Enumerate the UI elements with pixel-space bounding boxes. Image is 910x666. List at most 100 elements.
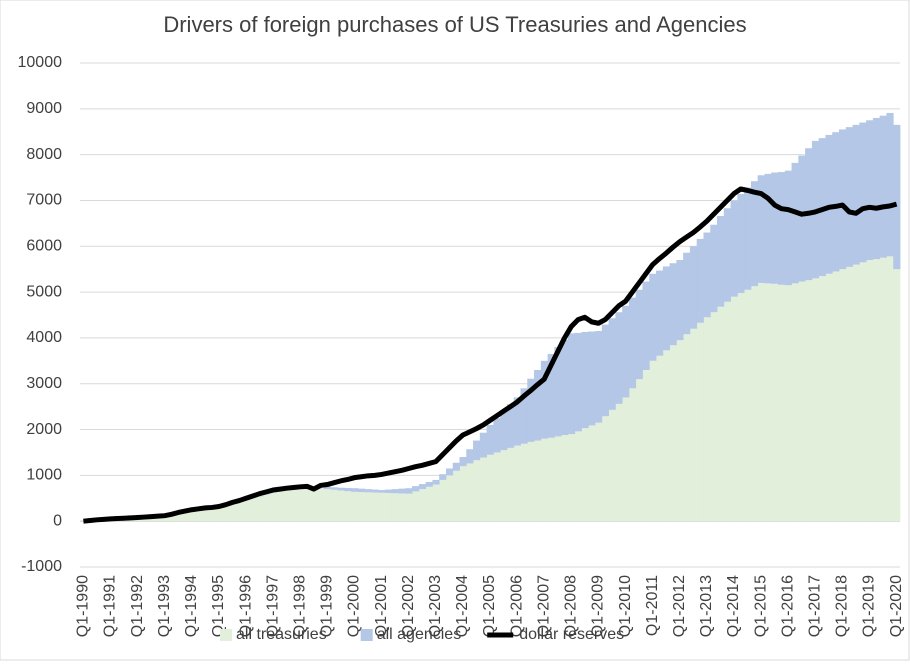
bar (880, 258, 887, 521)
bar (473, 460, 480, 521)
bar (338, 490, 345, 521)
bar (785, 171, 792, 286)
x-tick-label: Q1-2014 (725, 575, 742, 637)
bar (751, 181, 758, 286)
bar (202, 509, 209, 521)
bar (656, 271, 663, 356)
y-tick-label: 5000 (26, 283, 62, 300)
bar (805, 280, 812, 521)
y-tick-label: 0 (53, 512, 62, 529)
x-tick-label: Q1-1990 (75, 575, 92, 637)
x-tick-label: Q1-1995 (210, 575, 227, 637)
bar (554, 436, 561, 521)
bar (412, 491, 419, 521)
bar (466, 449, 473, 463)
bar (663, 266, 670, 350)
bar (792, 163, 799, 284)
bar (710, 312, 717, 521)
bar (636, 379, 643, 521)
bar (297, 488, 304, 521)
bar (392, 493, 399, 521)
bar (812, 278, 819, 521)
bar (249, 498, 256, 521)
bar (609, 410, 616, 521)
bar (764, 283, 771, 521)
bar (642, 370, 649, 521)
bar (473, 441, 480, 461)
bar (324, 489, 331, 521)
bar (690, 329, 697, 521)
bar (310, 489, 317, 522)
bar (520, 444, 527, 521)
bar (703, 233, 710, 318)
bar (344, 491, 351, 521)
x-tick-label: Q1-1992 (129, 575, 146, 637)
bar (432, 485, 439, 522)
bar (853, 265, 860, 522)
bar (792, 283, 799, 521)
x-tick-label: Q1-2013 (698, 575, 715, 637)
bar (771, 173, 778, 284)
bar (819, 276, 826, 521)
bar (825, 274, 832, 521)
y-tick-label: 10000 (18, 54, 63, 71)
legend-label: all agencies (377, 626, 462, 643)
bar (216, 507, 223, 521)
bar (371, 493, 378, 522)
bar (439, 474, 446, 480)
bar (697, 239, 704, 323)
bar (602, 416, 609, 521)
bar (636, 290, 643, 379)
bar (256, 496, 263, 521)
bar (825, 135, 832, 274)
bar (724, 302, 731, 521)
bar (365, 492, 372, 521)
bar (737, 293, 744, 521)
x-tick-label: Q1-2019 (861, 575, 878, 637)
bar (683, 334, 690, 521)
bar (419, 484, 426, 489)
bar (405, 488, 412, 493)
legend-label: all treasuries (236, 626, 327, 643)
x-tick-label: Q1-1993 (156, 575, 173, 637)
bar (588, 331, 595, 425)
bar (670, 345, 677, 521)
bar (880, 116, 887, 258)
bar (500, 411, 507, 450)
bar (893, 125, 900, 269)
bar (568, 434, 575, 521)
bar (764, 174, 771, 284)
bar (541, 439, 548, 521)
bar (656, 356, 663, 521)
bar (426, 482, 433, 487)
x-tick-label: Q1-1994 (183, 575, 200, 637)
x-tick-label: Q1-2020 (888, 575, 905, 637)
bar (846, 127, 853, 267)
bar (338, 488, 345, 491)
bar (832, 132, 839, 271)
bar (222, 506, 229, 522)
bar (615, 312, 622, 404)
bar (378, 493, 385, 521)
bar (371, 490, 378, 493)
bar (581, 428, 588, 521)
y-tick-label: 4000 (26, 329, 62, 346)
bar (432, 480, 439, 485)
bar (487, 425, 494, 455)
bar (832, 271, 839, 521)
bar (866, 260, 873, 521)
bar (609, 318, 616, 410)
bar (514, 446, 521, 522)
bar (344, 488, 351, 491)
bar (426, 487, 433, 521)
bar (873, 118, 880, 259)
bar (270, 493, 277, 521)
x-tick-label: Q1-1991 (102, 575, 119, 637)
y-tick-label: 1000 (26, 467, 62, 484)
bar (581, 332, 588, 428)
bar (663, 350, 670, 521)
x-tick-label: Q1-2017 (807, 575, 824, 637)
chart-title: Drivers of foreign purchases of US Treas… (163, 12, 746, 37)
bar (670, 263, 677, 345)
bar (676, 260, 683, 340)
